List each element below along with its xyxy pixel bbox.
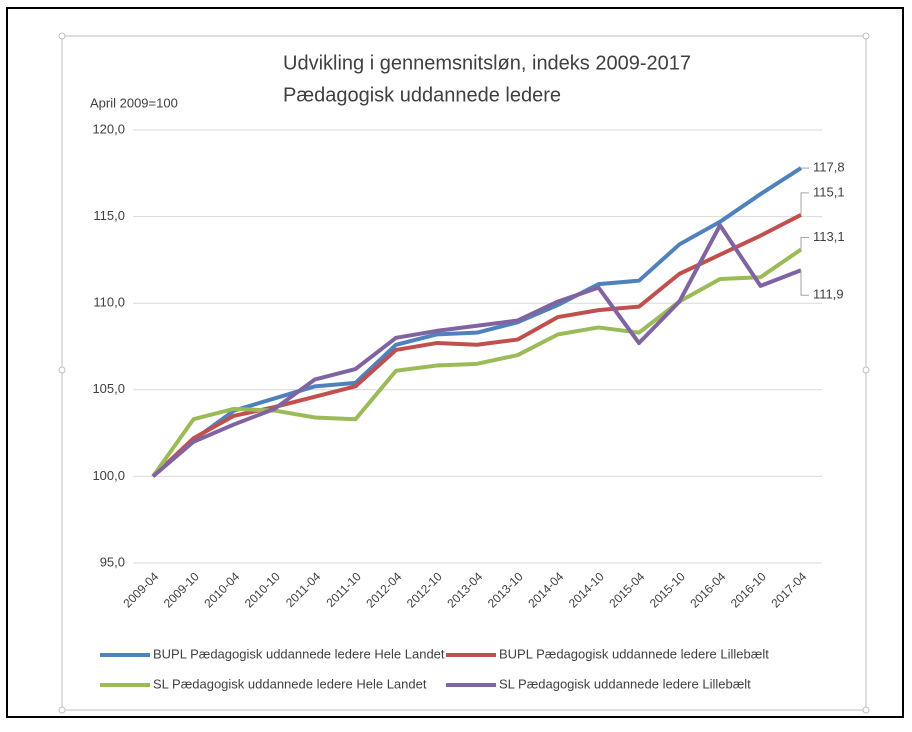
x-tick-label: 2014-04 (525, 569, 566, 610)
y-axis-label: April 2009=100 (90, 95, 178, 110)
x-tick-label: 2012-04 (363, 569, 404, 610)
x-tick-label: 2013-10 (485, 569, 526, 610)
chart-border (61, 35, 867, 711)
leader-line (800, 270, 809, 296)
x-tick-label: 2009-04 (120, 569, 161, 610)
leader-line (800, 237, 809, 250)
x-tick-label: 2014-10 (566, 569, 607, 610)
x-tick-label: 2011-04 (283, 569, 324, 610)
chart-subtitle: Pædagogisk uddannede ledere (283, 84, 561, 106)
chart-title: Udvikling i gennemsnitsløn, indeks 2009-… (283, 52, 691, 74)
y-tick-label: 120,0 (92, 121, 125, 136)
x-tick-label: 2015-10 (647, 569, 688, 610)
x-tick-label: 2009-10 (161, 569, 202, 610)
y-tick-label: 105,0 (92, 381, 125, 396)
x-tick-label: 2013-04 (444, 569, 485, 610)
series-line (151, 166, 803, 478)
y-tick-label: 95,0 (100, 554, 125, 569)
x-tick-label: 2015-04 (606, 569, 647, 610)
legend-label: BUPL Pædagogisk uddannede ledere Hele La… (153, 646, 445, 661)
x-tick-label: 2016-04 (687, 569, 728, 610)
x-tick-label: 2012-10 (404, 569, 445, 610)
y-tick-label: 100,0 (92, 468, 125, 483)
legend-label: SL Pædagogisk uddannede ledere Lillebælt (499, 676, 751, 691)
legend-label: BUPL Pædagogisk uddannede ledere Lillebæ… (499, 646, 769, 661)
legend-label: SL Pædagogisk uddannede ledere Hele Land… (153, 676, 427, 691)
x-tick-label: 2016-10 (728, 569, 769, 610)
y-tick-label: 115,0 (93, 208, 125, 223)
frame (6, 7, 904, 718)
x-tick-label: 2010-10 (242, 569, 283, 610)
handles (58, 32, 870, 714)
y-tick-label: 110,0 (93, 295, 125, 310)
x-tick-label: 2011-10 (323, 569, 364, 610)
data-label: 115,1 (813, 184, 845, 199)
series-line (151, 247, 803, 478)
data-label: 111,9 (813, 287, 844, 302)
x-tick-label: 2010-04 (201, 569, 242, 610)
data-label: 113,1 (813, 229, 845, 244)
data-label: 117,8 (813, 160, 845, 175)
leader-line (800, 192, 809, 215)
x-tick-label: 2017-04 (768, 569, 809, 610)
series-line (151, 223, 802, 478)
